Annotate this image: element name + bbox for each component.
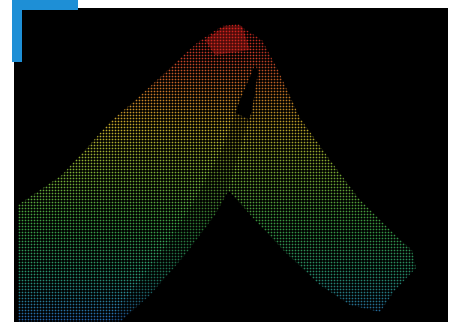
left-ridge — [18, 24, 258, 322]
corner-accent-left — [12, 0, 22, 62]
corner-accent-top — [12, 0, 78, 10]
front-slope — [100, 110, 250, 322]
right-ridge — [228, 26, 416, 312]
peak-highlight — [205, 26, 250, 55]
point-cloud — [18, 24, 416, 322]
